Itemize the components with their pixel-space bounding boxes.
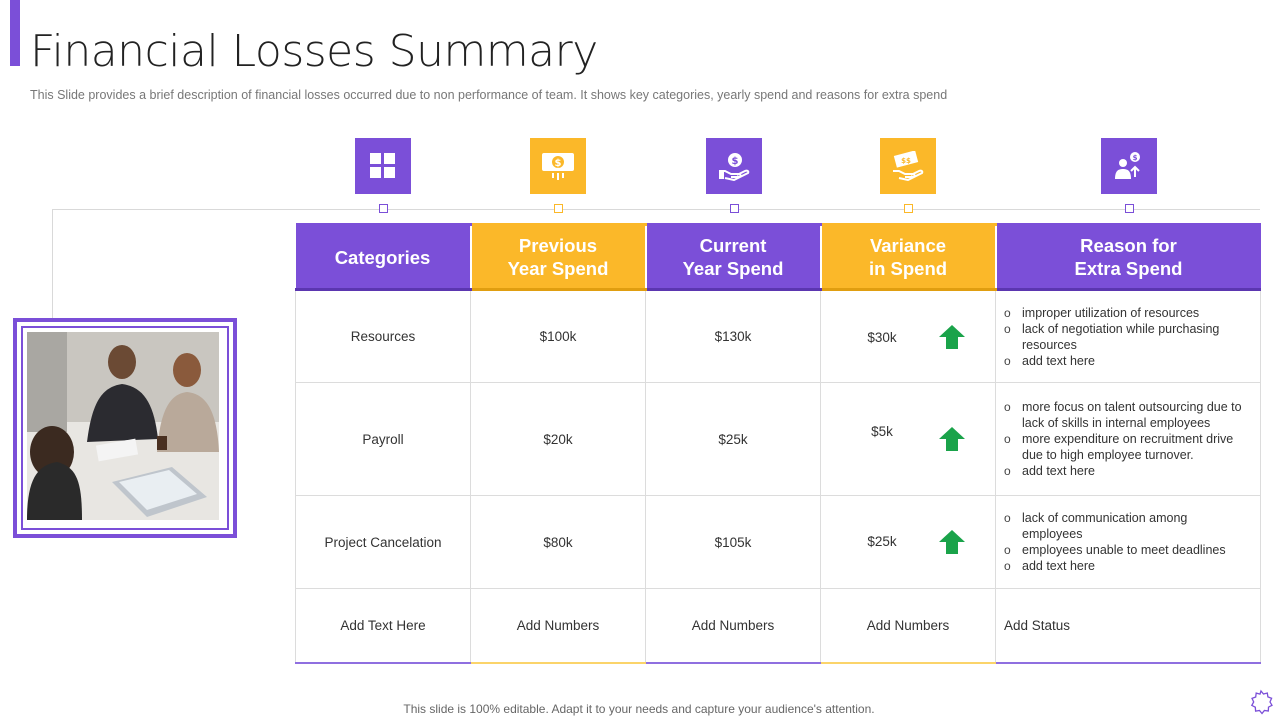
variance-value: $25k (867, 534, 897, 549)
variance-value: $30k (867, 330, 897, 345)
person-coin-icon: $ (1101, 138, 1157, 194)
category-cell: Resources (295, 289, 471, 383)
placeholder-current-cell: Add Numbers (645, 588, 821, 664)
placeholder-variance-cell: Add Numbers (820, 588, 996, 664)
svg-text:$: $ (732, 156, 739, 167)
previous-spend-cell: $20k (470, 382, 646, 496)
current-spend-cell: $130k (645, 289, 821, 383)
reason-item: lack of negotiation while purchasing res… (1004, 321, 1250, 353)
title-accent-bar (10, 0, 20, 66)
reason-cell: improper utilization of resourceslack of… (995, 289, 1261, 383)
reason-item: add text here (1004, 463, 1250, 479)
variance-cell: $25k (820, 495, 996, 589)
reason-item: lack of communication among employees (1004, 510, 1250, 542)
connector-line-vertical (52, 209, 53, 319)
connector-dot (1125, 204, 1134, 213)
team-photo (27, 332, 223, 524)
connector-dot (730, 204, 739, 213)
placeholder-previous-cell: Add Numbers (470, 588, 646, 664)
hand-coin-icon: $ (706, 138, 762, 194)
table-row: Project Cancelation $80k $105k $25k lack… (295, 495, 1261, 589)
table-row: Add Text Here Add Numbers Add Numbers Ad… (295, 588, 1261, 664)
placeholder-reason-cell: Add Status (995, 588, 1261, 664)
team-photo-frame (13, 318, 237, 538)
connector-dot (554, 204, 563, 213)
reason-item: improper utilization of resources (1004, 305, 1250, 321)
current-spend-cell: $25k (645, 382, 821, 496)
header-previous-year-spend: Previous Year Spend (469, 223, 646, 291)
connector-dot (379, 204, 388, 213)
footer-note: This slide is 100% editable. Adapt it to… (403, 702, 875, 716)
placeholder-category-cell: Add Text Here (295, 588, 471, 664)
page-subtitle: This Slide provides a brief description … (30, 88, 948, 102)
up-arrow-icon (939, 324, 965, 349)
photo-inner-border (21, 326, 229, 530)
header-current-year-spend: Current Year Spend (644, 223, 821, 291)
category-cell: Project Cancelation (295, 495, 471, 589)
variance-value: $5k (871, 424, 893, 439)
up-arrow-icon (939, 530, 965, 554)
previous-spend-cell: $100k (470, 289, 646, 383)
reason-item: add text here (1004, 353, 1250, 369)
svg-text:$: $ (1133, 154, 1138, 162)
reason-item: more focus on talent outsourcing due to … (1004, 399, 1250, 431)
reason-cell: lack of communication among employeesemp… (995, 495, 1261, 589)
header-variance-in-spend: Variance in Spend (819, 223, 996, 291)
page-title: Financial Losses Summary (30, 26, 598, 77)
table-row: Payroll $20k $25k $5k more focus on tale… (295, 382, 1261, 496)
grid-icon (355, 138, 411, 194)
reason-item: more expenditure on recruitment drive du… (1004, 431, 1250, 463)
svg-text:$$: $$ (901, 157, 911, 165)
current-spend-cell: $105k (645, 495, 821, 589)
gear-icon (1250, 689, 1273, 715)
reason-item: employees unable to meet deadlines (1004, 542, 1250, 558)
header-reason-extra-spend: Reason for Extra Spend (994, 223, 1261, 291)
variance-cell: $5k (820, 382, 996, 496)
reason-cell: more focus on talent outsourcing due to … (995, 382, 1261, 496)
table-row: Resources $100k $130k $30k improper util… (295, 289, 1261, 383)
cash-hand-icon: $$ (880, 138, 936, 194)
connector-dot (904, 204, 913, 213)
financial-losses-table: Categories Previous Year Spend Current Yea… (295, 223, 1261, 664)
money-bill-icon: $ (530, 138, 586, 194)
previous-spend-cell: $80k (470, 495, 646, 589)
category-cell: Payroll (295, 382, 471, 496)
connector-line (52, 209, 1260, 210)
variance-cell: $30k (820, 289, 996, 383)
svg-text:$: $ (555, 158, 562, 169)
reason-item: add text here (1004, 558, 1250, 574)
header-categories: Categories (295, 223, 471, 291)
up-arrow-icon (939, 427, 965, 451)
